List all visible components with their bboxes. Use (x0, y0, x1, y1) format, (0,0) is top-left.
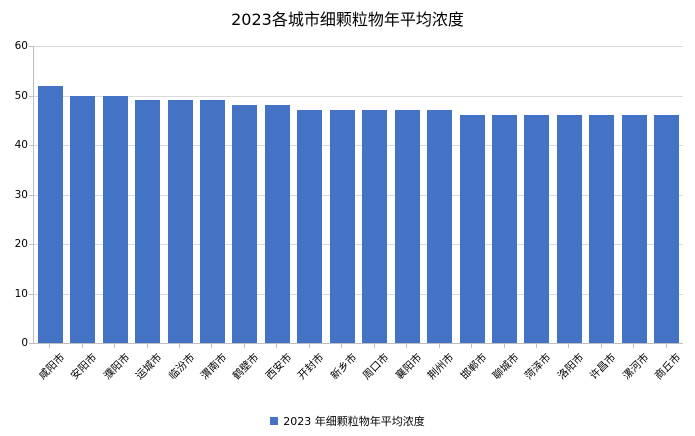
bar (362, 110, 388, 343)
y-tick-10 (29, 293, 33, 295)
x-axis-label: 邯郸市 (458, 351, 489, 383)
y-axis-label-40: 40 (14, 139, 28, 151)
bar (232, 105, 258, 343)
y-axis-label-20: 20 (14, 238, 28, 250)
bar (556, 115, 582, 343)
legend: 2023 年细颗粒物年平均浓度 (0, 413, 695, 429)
y-axis-label-0: 0 (21, 337, 28, 349)
bar (167, 100, 193, 343)
x-tick (665, 344, 667, 348)
x-tick (503, 344, 505, 348)
x-axis-label: 新乡市 (328, 351, 360, 383)
x-axis-label: 菏泽市 (523, 351, 554, 383)
y-tick-40 (29, 145, 33, 146)
bar (427, 110, 453, 343)
x-tick (114, 344, 116, 348)
plot-area (33, 46, 683, 344)
x-tick (243, 344, 245, 348)
x-axis-label: 漯河市 (620, 351, 652, 383)
bar (621, 115, 647, 343)
x-axis-label: 濮阳市 (101, 351, 133, 383)
x-axis-label: 洛阳市 (555, 351, 587, 383)
x-axis-label: 鹤壁市 (231, 351, 262, 383)
bar (135, 100, 161, 343)
x-tick (568, 344, 570, 348)
y-tick-0 (29, 343, 33, 344)
x-axis-label: 渭南市 (198, 351, 230, 383)
bar (524, 115, 550, 343)
bar (102, 95, 128, 343)
x-axis-label: 开封市 (295, 351, 327, 383)
x-tick (179, 344, 181, 348)
x-tick (535, 344, 537, 348)
y-tick-30 (29, 194, 33, 196)
gridline-50 (34, 95, 683, 97)
x-axis-label: 聊城市 (490, 351, 522, 383)
gridline-10 (34, 293, 683, 295)
y-axis-label-30: 30 (14, 188, 28, 201)
x-tick (341, 344, 343, 348)
gridline-30 (34, 194, 683, 196)
bar (654, 115, 680, 343)
y-axis-label-50: 50 (14, 89, 28, 102)
x-axis-label: 西安市 (263, 351, 295, 383)
y-tick-20 (29, 244, 33, 245)
bar (492, 115, 518, 343)
x-tick (406, 344, 408, 348)
x-tick (633, 344, 635, 348)
y-tick-50 (29, 95, 33, 97)
x-axis-label: 襄阳市 (393, 351, 425, 383)
x-tick (373, 344, 375, 348)
y-tick-60 (29, 46, 33, 47)
x-tick (600, 344, 602, 348)
bar (589, 115, 615, 343)
gridline-20 (34, 244, 683, 245)
x-axis-label: 安阳市 (68, 351, 100, 383)
x-tick (438, 344, 440, 348)
bar (264, 105, 290, 343)
chart-title: 2023各城市细颗粒物年平均浓度 (231, 10, 464, 29)
x-tick (146, 344, 148, 348)
bar (394, 110, 420, 343)
x-tick (81, 344, 83, 348)
x-axis-label: 荆州市 (425, 351, 457, 383)
x-axis-label: 许昌市 (588, 351, 619, 383)
bar (37, 85, 63, 343)
x-axis-label: 商丘市 (652, 351, 684, 383)
x-tick (471, 344, 473, 348)
y-axis-label-10: 10 (14, 287, 28, 300)
x-axis-label: 临汾市 (166, 351, 197, 383)
x-tick (276, 344, 278, 348)
x-axis-label: 咸阳市 (36, 351, 68, 383)
gridline-60 (34, 46, 683, 47)
x-tick (211, 344, 213, 348)
legend-marker-icon (270, 417, 279, 425)
legend-label: 2023 年细颗粒物年平均浓度 (283, 415, 425, 428)
x-tick (308, 344, 310, 348)
x-tick (49, 344, 51, 348)
bar (459, 115, 485, 343)
gridline-40 (34, 145, 683, 146)
x-axis-label: 运城市 (133, 351, 165, 383)
y-axis-label-60: 60 (14, 40, 28, 52)
bar (70, 95, 96, 343)
bar (329, 110, 355, 343)
x-axis-label: 周口市 (360, 351, 392, 383)
bar (297, 110, 323, 343)
bar (199, 100, 225, 343)
